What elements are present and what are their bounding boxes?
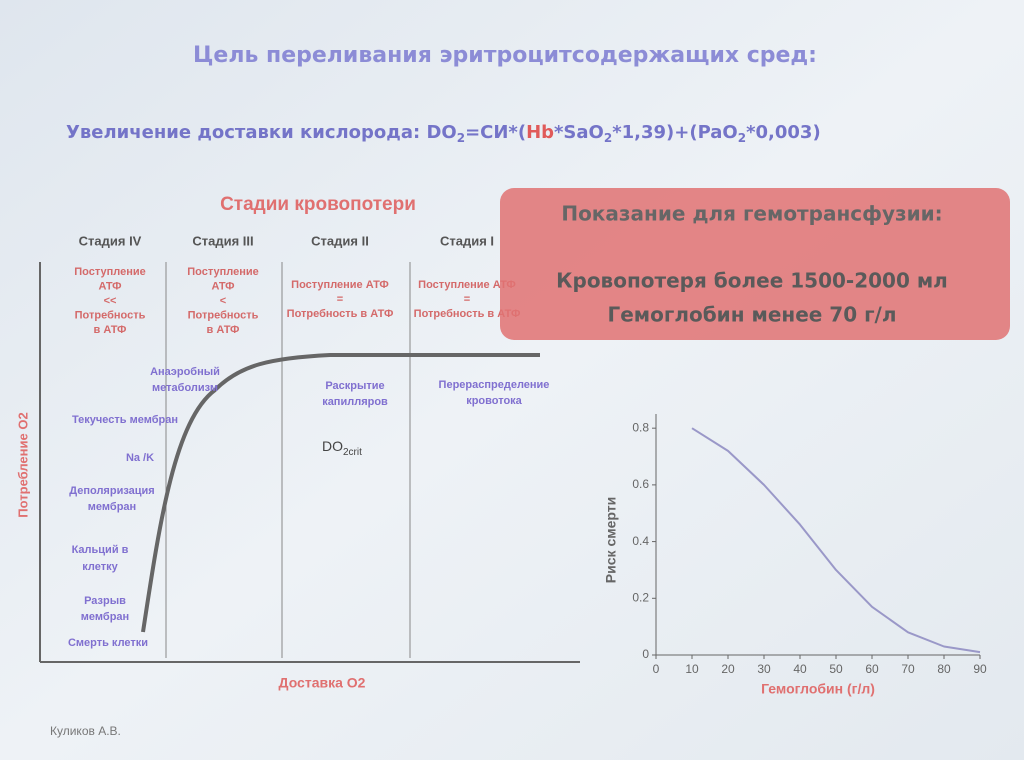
process-label: кровотока [466,395,522,407]
formula-sub: 2 [457,131,465,145]
x-tick-label: 40 [793,662,807,676]
process-label: Кальций в [72,544,129,556]
risk-line [691,427,981,654]
x-tick-label: 70 [901,662,915,676]
formula-part: *SaO [554,122,604,143]
stage-line: в АТФ [94,324,127,336]
y-tick-label: 0 [642,647,649,661]
formula-part: *0,003) [746,122,821,143]
stage-line: Поступление АТФ [291,279,389,291]
x-tick-label: 20 [721,662,735,676]
y-axis-label: Риск смерти [603,497,619,583]
y-tick-label: 0.4 [632,534,649,548]
consumption-curve [141,353,540,633]
stage-name: Стадия II [311,233,369,248]
stage-line: АТФ [211,280,234,292]
footer: Куликов А.В. [50,724,121,738]
x-tick-label: 80 [937,662,951,676]
process-label: клетку [82,561,118,573]
x-tick-label: 90 [973,662,987,676]
callout-title: Показание для гемотрансфузии: [561,202,942,226]
stage-line: в АТФ [207,324,240,336]
stage-line: Поступление [187,266,259,278]
slide-title: Цель переливания эритроцитсодержащих сре… [193,43,817,68]
process-label: Na /K [126,452,154,464]
do-crit-text: DO [322,438,343,454]
stage: Стадия II Поступление АТФ = Потребность в А… [287,233,394,319]
x-label: Доставка О2 [279,675,366,691]
stage-line: Потребность [75,309,146,321]
process-label: метаболизм [152,382,218,394]
process-label: Перераспределение [439,379,550,391]
process-label: Смерть клетки [68,637,148,649]
stage: Стадия IV Поступление АТФ << Потребность в АТ… [74,233,146,335]
stage-line: Поступление [74,266,146,278]
x-tick-label: 0 [653,662,660,676]
x-tick-label: 30 [757,662,771,676]
callout-box [500,188,1010,340]
x-tick-label: 50 [829,662,843,676]
formula-hb: Hb [526,122,554,143]
stage-line: = [337,293,343,305]
do-crit-sub: 2crit [343,447,362,458]
formula-part: *1,39)+(PaO [612,122,738,143]
stage-line: Потребность в АТФ [287,308,394,320]
formula: Увеличение доставки кислорода: DO2=СИ*(H… [66,122,821,145]
process-label: Анаэробный [150,366,220,378]
x-tick-label: 10 [685,662,699,676]
process-label: капилляров [322,396,388,408]
stage-line: Потребность в АТФ [414,308,521,320]
process-label: мембран [88,501,136,513]
process-label: мембран [81,611,129,623]
diagram-title: Стадии кровопотери [220,194,416,215]
callout-line: Кровопотеря более 1500-2000 мл [556,269,948,293]
y-tick-label: 0.2 [632,590,649,604]
process-label: Разрыв [84,595,126,607]
stage-name: Стадия I [440,233,494,248]
stage: Стадия I Поступление АТФ = Потребность в АТ… [414,233,521,319]
stage-line: = [464,293,470,305]
y-tick-label: 0.6 [632,477,649,491]
stage-line: << [104,295,117,307]
stage-line: АТФ [98,280,121,292]
process-label: Раскрытие [325,380,384,392]
stage-line: < [220,295,226,307]
callout-line: Гемоглобин менее 70 г/л [607,303,896,327]
stage-name: Стадия IV [79,233,142,248]
y-tick-label: 0.8 [632,420,649,434]
formula-part: Увеличение доставки кислорода: DO [66,122,457,143]
x-tick-label: 60 [865,662,879,676]
stage-name: Стадия III [192,233,253,248]
stage-line: Поступление АТФ [418,279,516,291]
formula-part: =СИ*( [465,122,526,143]
formula-sub: 2 [604,131,612,145]
x-axis-label: Гемоглобин (г/л) [761,681,875,697]
formula-sub: 2 [738,131,746,145]
process-label: Деполяризация [69,485,154,497]
y-label: Потребление О2 [15,412,30,517]
do-crit: DO2crit [322,438,362,458]
stage-line: Потребность [188,309,259,321]
diagram: Стадии кровопотери DO2crit Потребление О… [15,194,580,691]
stage: Стадия III Поступление АТФ < Потребность в АТ… [187,233,259,335]
process-label: Текучесть мембран [72,414,178,426]
